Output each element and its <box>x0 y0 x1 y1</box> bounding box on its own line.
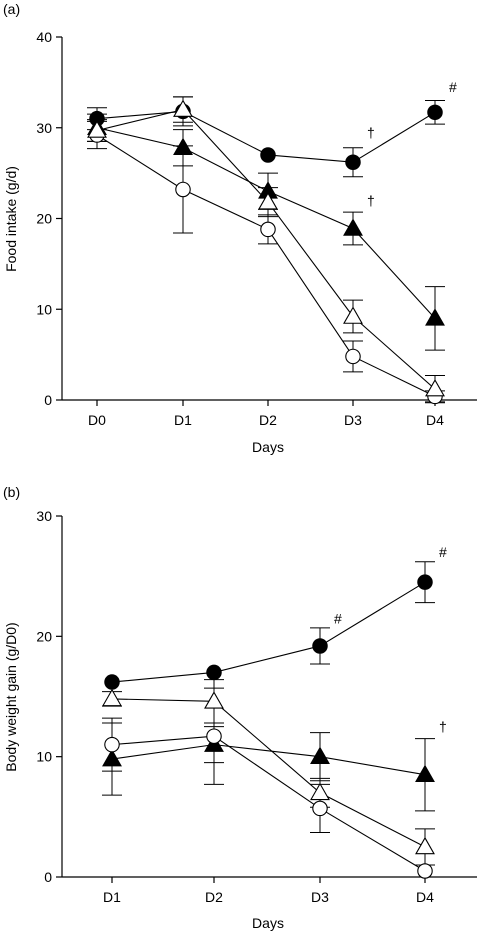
significance-marker: † <box>367 192 375 208</box>
panel-body-weight-gain: (b) Days Body weight gain (g/D0) 0 10 20 30… <box>3 484 477 931</box>
panel-label: (a) <box>3 1 20 17</box>
data-point <box>345 348 361 365</box>
data-point <box>206 664 222 681</box>
x-tick-label: D4 <box>426 412 444 428</box>
significance-marker: † <box>439 719 447 735</box>
data-point <box>173 137 193 156</box>
data-point <box>415 764 435 783</box>
series-line <box>111 744 426 776</box>
y-tick-label: 0 <box>44 869 52 885</box>
data-point <box>87 120 107 138</box>
data-point <box>104 674 120 690</box>
data-point <box>312 638 328 654</box>
data-point <box>310 746 330 764</box>
significance-marker: # <box>439 544 447 560</box>
data-point <box>425 379 445 397</box>
series-line <box>111 735 426 872</box>
x-tick-label: D0 <box>88 412 106 428</box>
data-point <box>312 800 328 817</box>
data-point <box>345 154 361 170</box>
data-point <box>343 218 363 236</box>
x-tick-label: D3 <box>311 889 329 905</box>
significance-marker: # <box>449 79 457 95</box>
data-point <box>260 147 276 163</box>
x-tick-label: D1 <box>174 412 192 428</box>
data-point <box>310 782 330 801</box>
data-point <box>102 688 122 707</box>
data-point <box>175 181 191 198</box>
data-point <box>104 736 120 753</box>
y-tick-label: 10 <box>36 749 52 765</box>
data-point <box>417 863 433 879</box>
data-point <box>427 104 443 121</box>
panel-label: (b) <box>3 484 20 500</box>
y-tick-label: 40 <box>36 29 52 45</box>
y-tick-label: 0 <box>44 392 52 408</box>
y-tick-label: 20 <box>36 211 52 227</box>
significance-marker: # <box>334 610 342 626</box>
y-tick-label: 30 <box>36 508 52 524</box>
data-point <box>258 192 278 210</box>
series-line <box>96 134 436 397</box>
panel-food-intake: (a) Days Food intake (g/d) 0 10 20 30 40 D0 D1… <box>3 1 477 455</box>
data-point <box>173 99 193 117</box>
data-point <box>260 221 276 238</box>
data-point <box>204 691 224 709</box>
data-point <box>206 728 222 744</box>
data-point <box>425 308 445 326</box>
x-tick-label: D1 <box>103 889 121 905</box>
y-tick-label: 20 <box>36 628 52 644</box>
x-axis-title: Days <box>252 915 284 931</box>
y-axis-title: Body weight gain (g/D0) <box>3 622 19 771</box>
x-tick-label: D2 <box>205 889 223 905</box>
x-tick-label: D2 <box>259 412 277 428</box>
series-line <box>111 698 426 848</box>
x-tick-label: D4 <box>416 889 434 905</box>
y-tick-label: 10 <box>36 301 52 317</box>
x-tick-label: D3 <box>344 412 362 428</box>
data-point <box>415 836 435 855</box>
x-axis-title: Days <box>252 439 284 455</box>
series-line <box>111 581 426 683</box>
data-point <box>343 306 363 324</box>
significance-marker: † <box>367 124 375 140</box>
data-point <box>102 748 122 767</box>
y-tick-label: 30 <box>36 120 52 136</box>
data-point <box>417 574 433 590</box>
y-axis-title: Food intake (g/d) <box>3 166 19 272</box>
